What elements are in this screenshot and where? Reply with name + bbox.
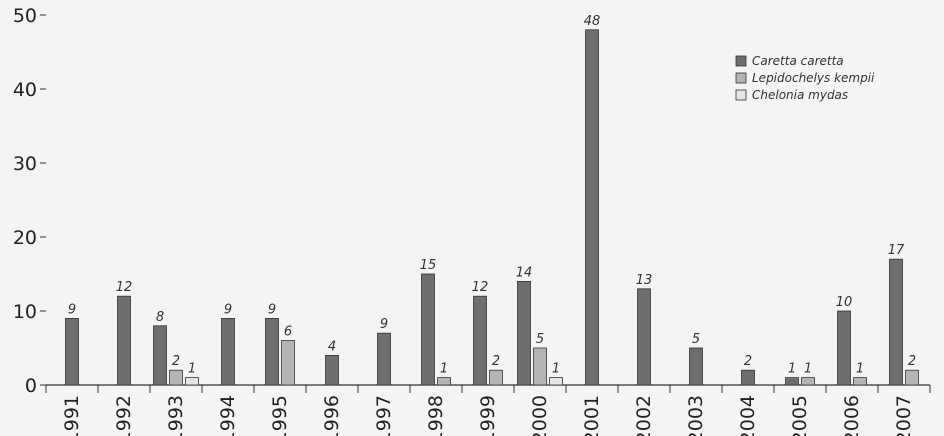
data-label: 9 — [268, 302, 276, 317]
x-tick-label: 1992 — [113, 395, 135, 436]
bar-caretta-caretta — [377, 332, 391, 386]
y-tick-label: 40 — [13, 79, 37, 101]
data-label: 2 — [492, 354, 500, 369]
bar-lepidochelys-kempii — [853, 377, 867, 386]
x-tick-label: 2004 — [737, 395, 759, 436]
x-tick-label: 1995 — [269, 395, 291, 436]
data-label: 5 — [692, 332, 700, 347]
x-tick-label: 2007 — [893, 395, 915, 436]
bar-caretta-caretta — [473, 295, 487, 386]
x-tick-label: 1993 — [165, 395, 187, 436]
bar-chelonia-mydas — [549, 377, 563, 386]
bar-caretta-caretta — [585, 29, 599, 386]
bar-caretta-caretta — [117, 295, 131, 386]
x-tick-label: 1996 — [321, 395, 343, 436]
bar-lepidochelys-kempii — [905, 369, 919, 386]
legend-swatch-lepidochelys-kempii — [735, 72, 747, 84]
data-label: 1 — [552, 362, 560, 377]
data-label: 10 — [836, 295, 853, 310]
data-label: 14 — [516, 265, 533, 280]
data-label: 6 — [284, 325, 292, 340]
y-tick-label: 10 — [13, 301, 37, 323]
bar-lepidochelys-kempii — [489, 369, 503, 386]
bar-lepidochelys-kempii — [169, 369, 183, 386]
data-label: 2 — [172, 354, 180, 369]
data-label: 1 — [856, 362, 864, 377]
data-label: 12 — [472, 280, 489, 295]
legend-label-caretta-caretta: Caretta caretta — [752, 54, 844, 68]
x-tick-label: 1994 — [217, 395, 239, 436]
data-label: 9 — [224, 302, 232, 317]
bar-caretta-caretta — [517, 280, 531, 386]
x-tick-label: 2000 — [529, 395, 551, 436]
x-tick-label: 1991 — [61, 395, 83, 436]
data-label: 1 — [188, 362, 196, 377]
x-tick-label: 2006 — [841, 395, 863, 436]
y-tick-label: 20 — [13, 227, 37, 249]
legend-label-lepidochelys-kempii: Lepidochelys kempii — [752, 71, 875, 85]
x-tick-label: 2001 — [581, 395, 603, 436]
bar-caretta-caretta — [65, 317, 79, 386]
x-tick-label: 2005 — [789, 395, 811, 436]
x-tick-label: 1999 — [477, 395, 499, 436]
bar-caretta-caretta — [421, 273, 435, 386]
data-label: 1 — [788, 362, 796, 377]
data-label: 9 — [68, 302, 76, 317]
data-label: 1 — [804, 362, 812, 377]
x-tick-label: 1998 — [425, 395, 447, 436]
x-tick-label: 2002 — [633, 395, 655, 436]
y-tick-label: 0 — [25, 375, 37, 397]
bar-caretta-caretta — [325, 354, 339, 386]
bar-chelonia-mydas — [185, 377, 199, 386]
data-label: 1 — [440, 362, 448, 377]
data-label: 4 — [328, 339, 336, 354]
bar-caretta-caretta — [689, 347, 703, 386]
bar-lepidochelys-kempii — [281, 340, 295, 386]
bar-lepidochelys-kempii — [437, 377, 451, 386]
data-label: 13 — [636, 273, 653, 288]
bar-caretta-caretta — [741, 369, 755, 386]
bar-caretta-caretta — [785, 377, 799, 386]
bar-lepidochelys-kempii — [533, 347, 547, 386]
data-label: 5 — [536, 332, 544, 347]
y-tick-label: 50 — [13, 5, 37, 27]
bar-caretta-caretta — [153, 325, 167, 386]
legend-swatch-caretta-caretta — [735, 55, 747, 67]
bar-lepidochelys-kempii — [801, 377, 815, 386]
data-label: 15 — [420, 258, 437, 273]
legend: Caretta caretta Lepidochelys kempii Chelon… — [735, 54, 875, 102]
legend-swatch-chelonia-mydas — [735, 89, 747, 101]
y-tick-label: 30 — [13, 153, 37, 175]
data-label: 2 — [744, 354, 752, 369]
bar-caretta-caretta — [889, 258, 903, 386]
data-label: 12 — [116, 280, 133, 295]
bar-caretta-caretta — [837, 310, 851, 386]
data-label: 2 — [908, 354, 916, 369]
bar-caretta-caretta — [265, 317, 279, 386]
data-label: 9 — [380, 317, 388, 332]
data-label: 17 — [888, 243, 905, 258]
bar-caretta-caretta — [221, 317, 235, 386]
bar-caretta-caretta — [637, 288, 651, 386]
data-label: 8 — [156, 310, 164, 325]
data-label: 48 — [584, 14, 601, 29]
x-tick-label: 2003 — [685, 395, 707, 436]
legend-label-chelonia-mydas: Chelonia mydas — [752, 88, 848, 102]
x-tick-label: 1997 — [373, 395, 395, 436]
